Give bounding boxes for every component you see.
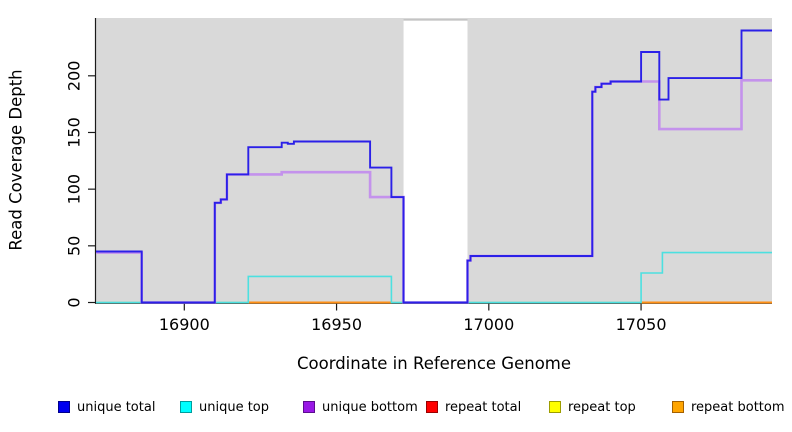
x-axis-title: Coordinate in Reference Genome <box>296 354 572 373</box>
legend-item-repeat-top: repeat top <box>549 397 636 417</box>
y-tick-label: 200 <box>65 61 84 92</box>
legend-label: repeat top <box>568 399 636 415</box>
legend-label: repeat bottom <box>691 399 785 415</box>
series-line-unique-top <box>96 251 772 304</box>
legend-swatch-repeat-total <box>426 401 438 413</box>
y-tick-label: 100 <box>65 174 84 205</box>
x-tick-label: 16900 <box>159 315 210 334</box>
legend-item-unique-total: unique total <box>58 397 155 417</box>
legend-swatch-repeat-top <box>549 401 561 413</box>
legend-swatch-unique-total <box>58 401 70 413</box>
legend-swatch-repeat-bottom <box>672 401 684 413</box>
y-axis-title: Read Coverage Depth <box>6 69 26 251</box>
legend-label: unique total <box>77 399 156 415</box>
y-tick-label: 150 <box>64 117 83 148</box>
x-tick-label: 16950 <box>311 315 362 334</box>
legend-swatch-unique-bottom <box>303 401 315 413</box>
legend-label: repeat total <box>445 399 522 415</box>
legend-swatch-unique-top <box>180 401 192 413</box>
legend-label: unique bottom <box>322 399 418 415</box>
y-tick-label: 50 <box>65 236 84 256</box>
legend-item-repeat-total: repeat total <box>426 397 521 417</box>
masked-region <box>403 20 468 303</box>
legend-item-unique-top: unique top <box>180 397 269 417</box>
legend-item-unique-bottom: unique bottom <box>303 397 418 417</box>
legend: unique total unique top unique bottom re… <box>0 397 792 421</box>
x-tick-label: 17000 <box>463 315 514 334</box>
legend-label: unique top <box>199 399 270 415</box>
legend-item-repeat-bottom: repeat bottom <box>672 397 785 417</box>
series-line-unique-total <box>96 29 772 304</box>
x-tick-label: 17050 <box>616 315 667 334</box>
y-tick-label: 0 <box>65 297 84 307</box>
